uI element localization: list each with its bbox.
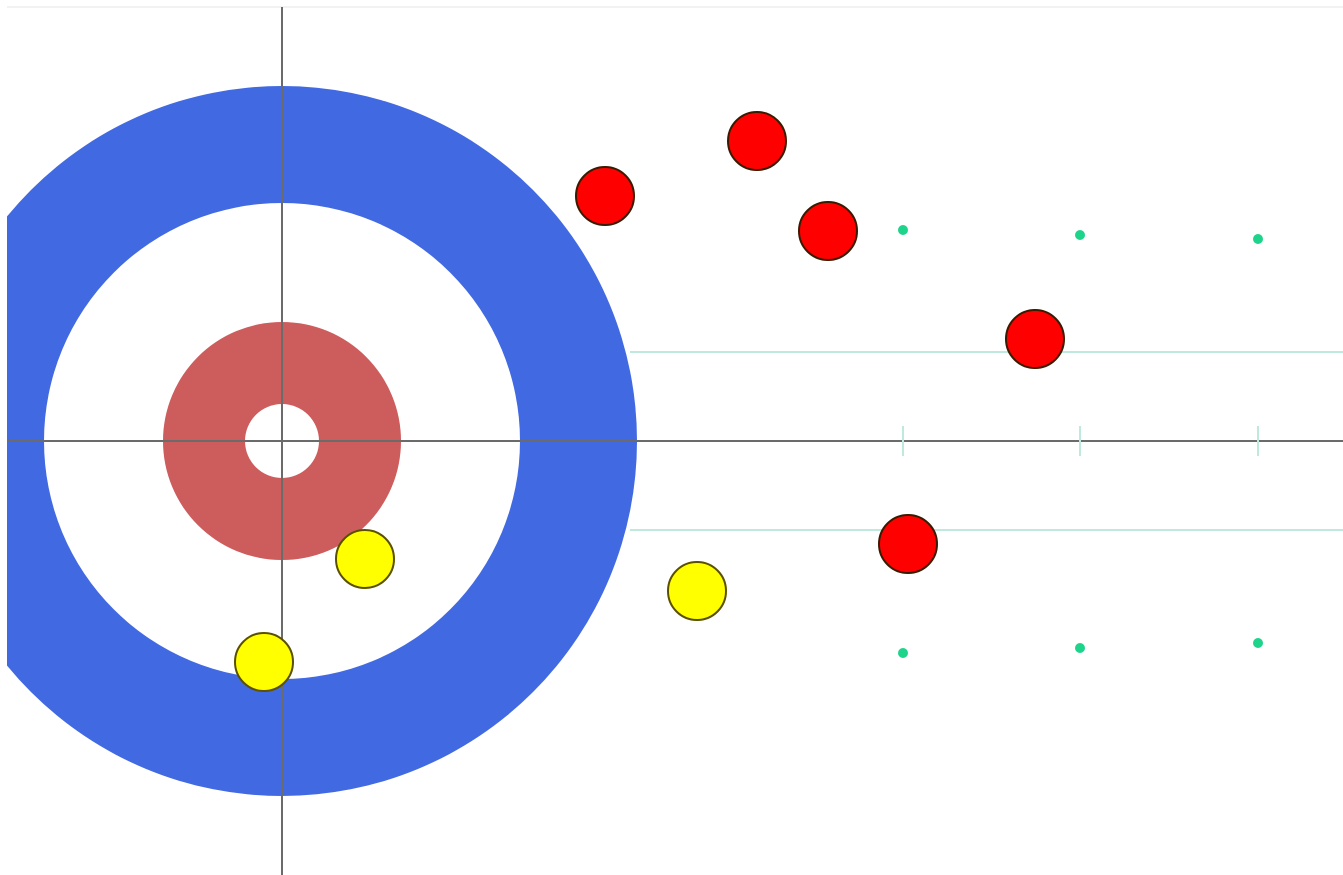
yellow-stone[interactable] [335,529,395,589]
yellow-stone[interactable] [234,632,294,692]
left-margin [0,0,7,875]
guard-marker [1253,638,1263,648]
guard-marker [898,225,908,235]
red-stone[interactable] [1005,309,1065,369]
guard-marker [1075,230,1085,240]
red-stone[interactable] [798,201,858,261]
red-stone[interactable] [727,111,787,171]
red-stone[interactable] [575,166,635,226]
yellow-stone[interactable] [667,561,727,621]
guard-marker [898,648,908,658]
guard-marker [1075,643,1085,653]
red-stone[interactable] [878,514,938,574]
guard-marker [1253,234,1263,244]
